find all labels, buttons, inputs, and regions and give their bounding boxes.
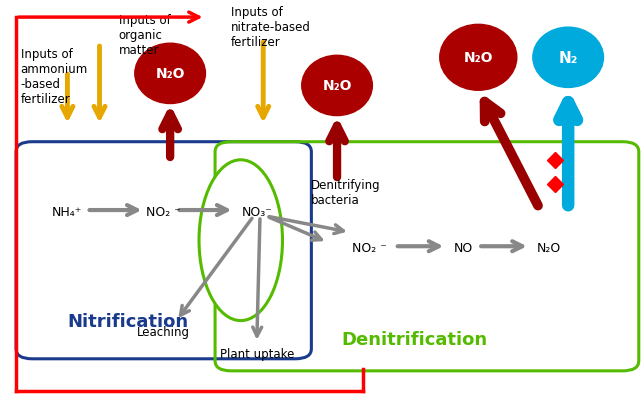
Ellipse shape [135,44,205,104]
Text: N₂O: N₂O [322,79,352,93]
Ellipse shape [533,28,603,88]
Text: N₂: N₂ [559,51,578,66]
Ellipse shape [440,25,517,91]
Text: NH₄⁺: NH₄⁺ [52,205,83,218]
Text: NO: NO [454,241,473,254]
Text: NO₃⁻: NO₃⁻ [241,205,272,218]
Text: Denitrifying
bacteria: Denitrifying bacteria [311,178,381,207]
Text: Inputs of
ammonium
-based
fertilizer: Inputs of ammonium -based fertilizer [21,48,88,106]
Text: Nitrification: Nitrification [68,312,189,330]
Text: NO₂ ⁻: NO₂ ⁻ [352,241,386,254]
Text: Inputs of
organic
matter: Inputs of organic matter [119,14,171,57]
Text: N₂O: N₂O [464,51,493,65]
Text: Leaching: Leaching [137,325,190,338]
Text: Denitrification: Denitrification [341,330,487,348]
Text: Inputs of
nitrate-based
fertilizer: Inputs of nitrate-based fertilizer [231,6,311,49]
Ellipse shape [199,160,282,321]
Text: N₂O: N₂O [537,241,561,254]
Text: Plant uptake: Plant uptake [220,347,294,360]
Ellipse shape [302,56,372,116]
Text: NO₂ ⁻: NO₂ ⁻ [146,205,181,218]
Text: N₂O: N₂O [155,67,185,81]
